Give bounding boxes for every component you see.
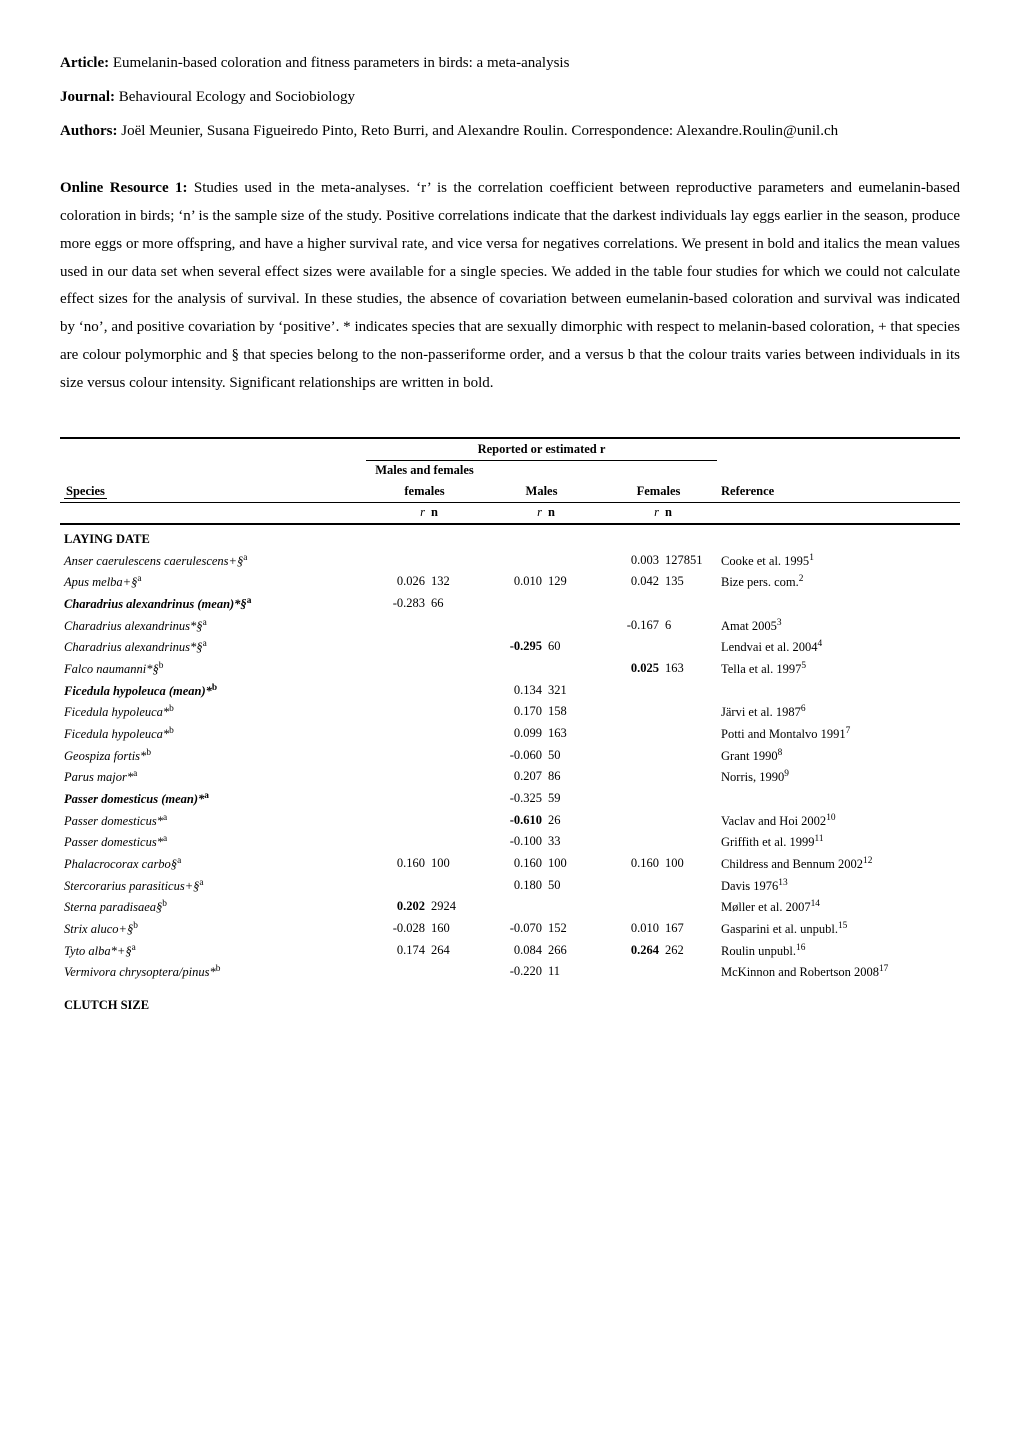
reference-cell: Davis 197613: [717, 875, 960, 897]
table-row: Apus melba+§a0.0261320.0101290.042135Biz…: [60, 572, 960, 594]
species-cell: Phalacrocorax carbo§a: [60, 853, 366, 875]
reference-cell: [717, 594, 960, 616]
reference-cell: Lendvai et al. 20044: [717, 637, 960, 659]
col-r: r: [654, 505, 659, 519]
table-row: Reported or estimated r: [60, 438, 960, 460]
reference-cell: Vaclav and Hoi 200210: [717, 810, 960, 832]
table-row: Phalacrocorax carbo§a0.1601000.1601000.1…: [60, 853, 960, 875]
table-row: Stercorarius parasiticus+§a0.18050Davis …: [60, 875, 960, 897]
table-row: Falco naumanni*§b0.025163Tella et al. 19…: [60, 659, 960, 681]
species-cell: Ficedula hypoleuca*b: [60, 702, 366, 724]
table-row: Species females Males Females Reference: [60, 481, 960, 502]
species-cell: Anser caerulescens caerulescens+§a: [60, 550, 366, 572]
col-species: Species: [60, 481, 366, 502]
authors-line: Authors: Joël Meunier, Susana Figueiredo…: [60, 118, 960, 146]
reference-cell: Childress and Bennum 200212: [717, 853, 960, 875]
reference-cell: Møller et al. 200714: [717, 897, 960, 919]
article-line: Article: Eumelanin-based coloration and …: [60, 50, 960, 78]
group-header-mf: Males and females: [366, 460, 483, 481]
section-row: LAYING DATE: [60, 524, 960, 550]
species-cell: Geospiza fortis*b: [60, 745, 366, 767]
col-r: r: [420, 505, 425, 519]
article-title: Eumelanin-based coloration and fitness p…: [113, 55, 570, 71]
species-cell: Stercorarius parasiticus+§a: [60, 875, 366, 897]
reference-cell: Amat 20053: [717, 615, 960, 637]
reference-cell: Järvi et al. 19876: [717, 702, 960, 724]
reference-cell: Norris, 19909: [717, 767, 960, 789]
species-cell: Apus melba+§a: [60, 572, 366, 594]
reference-cell: Gasparini et al. unpubl.15: [717, 918, 960, 940]
species-cell: Passer domesticus (mean)*a: [60, 788, 366, 810]
table-row: Charadrius alexandrinus (mean)*§a-0.2836…: [60, 594, 960, 616]
journal-line: Journal: Behavioural Ecology and Sociobi…: [60, 84, 960, 112]
species-cell: Parus major*a: [60, 767, 366, 789]
species-cell: Ficedula hypoleuca*b: [60, 724, 366, 746]
table-row: Charadrius alexandrinus*§a-0.1676Amat 20…: [60, 615, 960, 637]
studies-table: Reported or estimated r Males and female…: [60, 437, 960, 1016]
super-header: Reported or estimated r: [366, 438, 717, 460]
species-cell: Passer domesticus*a: [60, 832, 366, 854]
group-header-m: Males: [483, 481, 600, 502]
col-ref: Reference: [717, 481, 960, 502]
table-row: Charadrius alexandrinus*§a-0.29560Lendva…: [60, 637, 960, 659]
article-label: Article:: [60, 55, 109, 71]
reference-cell: Roulin unpubl.16: [717, 940, 960, 962]
table-row: Passer domesticus*a-0.10033Griffith et a…: [60, 832, 960, 854]
reference-cell: McKinnon and Robertson 200817: [717, 962, 960, 984]
table-row: Ficedula hypoleuca*b0.099163Potti and Mo…: [60, 724, 960, 746]
table-row: Ficedula hypoleuca*b0.170158Järvi et al.…: [60, 702, 960, 724]
table-row: Strix aluco+§b-0.028160-0.0701520.010167…: [60, 918, 960, 940]
online-resource-paragraph: Online Resource 1: Studies used in the m…: [60, 175, 960, 397]
authors-text: Joël Meunier, Susana Figueiredo Pinto, R…: [121, 123, 838, 139]
group-header-mf2: females: [366, 481, 483, 502]
col-r: r: [537, 505, 542, 519]
reference-cell: Potti and Montalvo 19917: [717, 724, 960, 746]
table-row: Passer domesticus*a-0.61026Vaclav and Ho…: [60, 810, 960, 832]
table-row: Anser caerulescens caerulescens+§a0.0031…: [60, 550, 960, 572]
species-cell: Ficedula hypoleuca (mean)*b: [60, 680, 366, 702]
reference-cell: Grant 19908: [717, 745, 960, 767]
reference-cell: Bize pers. com.2: [717, 572, 960, 594]
authors-label: Authors:: [60, 123, 118, 139]
table-row: Geospiza fortis*b-0.06050Grant 19908: [60, 745, 960, 767]
species-cell: Charadrius alexandrinus*§a: [60, 615, 366, 637]
species-cell: Passer domesticus*a: [60, 810, 366, 832]
species-cell: Charadrius alexandrinus*§a: [60, 637, 366, 659]
online-resource-label: Online Resource 1:: [60, 180, 187, 196]
species-cell: Sterna paradisaea§b: [60, 897, 366, 919]
table-row: Sterna paradisaea§b0.2022924Møller et al…: [60, 897, 960, 919]
table-row: Tyto alba*+§a0.1742640.0842660.264262Rou…: [60, 940, 960, 962]
species-cell: Tyto alba*+§a: [60, 940, 366, 962]
journal-label: Journal:: [60, 89, 115, 105]
species-cell: Vermivora chrysoptera/pinus*b: [60, 962, 366, 984]
journal-title: Behavioural Ecology and Sociobiology: [119, 89, 355, 105]
col-n: n: [546, 502, 600, 524]
reference-cell: Tella et al. 19975: [717, 659, 960, 681]
table-row: Males and females: [60, 460, 960, 481]
species-cell: Charadrius alexandrinus (mean)*§a: [60, 594, 366, 616]
group-header-f: Females: [600, 481, 717, 502]
col-n: n: [429, 502, 483, 524]
species-cell: Falco naumanni*§b: [60, 659, 366, 681]
reference-cell: [717, 788, 960, 810]
reference-cell: [717, 680, 960, 702]
section-row: CLUTCH SIZE: [60, 983, 960, 1016]
table-row: Passer domesticus (mean)*a-0.32559: [60, 788, 960, 810]
species-cell: Strix aluco+§b: [60, 918, 366, 940]
table-row: Ficedula hypoleuca (mean)*b0.134321: [60, 680, 960, 702]
table-row: r n r n r n: [60, 502, 960, 524]
reference-cell: Cooke et al. 19951: [717, 550, 960, 572]
reference-cell: Griffith et al. 199911: [717, 832, 960, 854]
online-resource-text: Studies used in the meta-analyses. ‘r’ i…: [60, 180, 960, 390]
col-n: n: [663, 502, 717, 524]
table-row: Vermivora chrysoptera/pinus*b-0.22011McK…: [60, 962, 960, 984]
table-row: Parus major*a0.20786Norris, 19909: [60, 767, 960, 789]
